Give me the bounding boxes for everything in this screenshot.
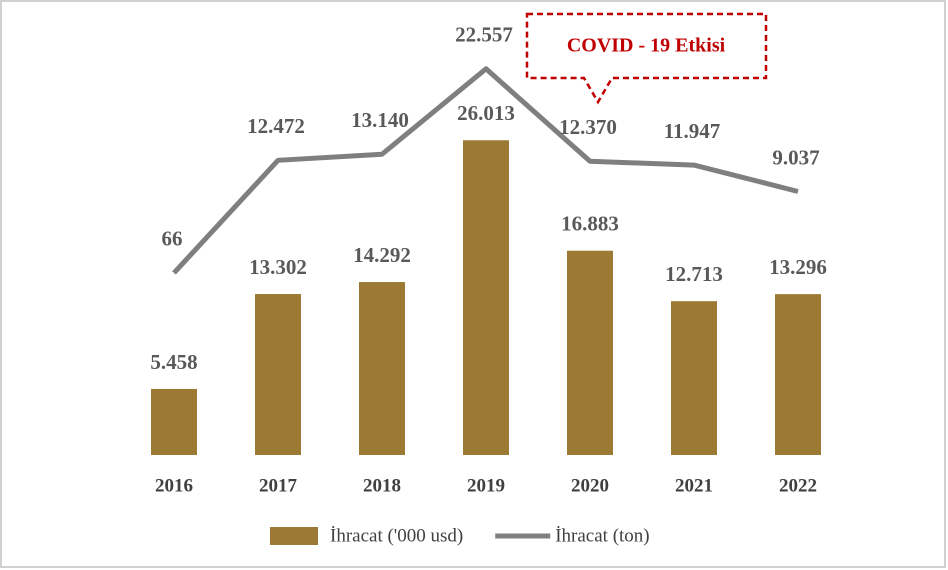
bar [359, 282, 405, 455]
data-label: 16.883 [561, 212, 619, 236]
legend-swatch [270, 527, 318, 545]
data-label: 14.292 [353, 243, 411, 267]
line [172, 66, 799, 275]
annotation-box [525, 12, 768, 105]
data-label: 66 [162, 227, 183, 251]
legend-label: İhracat (ton) [555, 525, 649, 546]
data-label: 13.302 [249, 255, 307, 279]
data-label: 13.140 [351, 108, 409, 132]
bar [567, 250, 613, 455]
bar [671, 301, 717, 455]
annotation: COVID - 19 Etkisi [567, 35, 726, 57]
data-label: 12.713 [665, 262, 723, 286]
x-tick-label: 2022 [779, 475, 817, 496]
x-tick-label: 2020 [571, 475, 609, 496]
data-label: 9.037 [772, 145, 819, 169]
bar [775, 294, 821, 455]
bar [463, 140, 509, 455]
data-label: 11.947 [664, 119, 721, 143]
legend-label: İhracat ('000 usd) [330, 525, 463, 546]
x-tick-label: 2019 [467, 475, 505, 496]
x-tick-label: 2016 [155, 475, 193, 496]
data-label: 26.013 [457, 101, 515, 125]
bar [255, 294, 301, 455]
x-tick-label: 2018 [363, 475, 401, 496]
data-label: 12.370 [559, 115, 617, 139]
data-label: 13.296 [769, 255, 827, 279]
data-label: 5.458 [150, 350, 197, 374]
x-tick-label: 2021 [675, 475, 713, 496]
data-label: 12.472 [247, 114, 305, 138]
bar [151, 388, 197, 455]
data-label: 22.557 [455, 23, 513, 47]
x-tick-label: 2017 [259, 475, 298, 496]
